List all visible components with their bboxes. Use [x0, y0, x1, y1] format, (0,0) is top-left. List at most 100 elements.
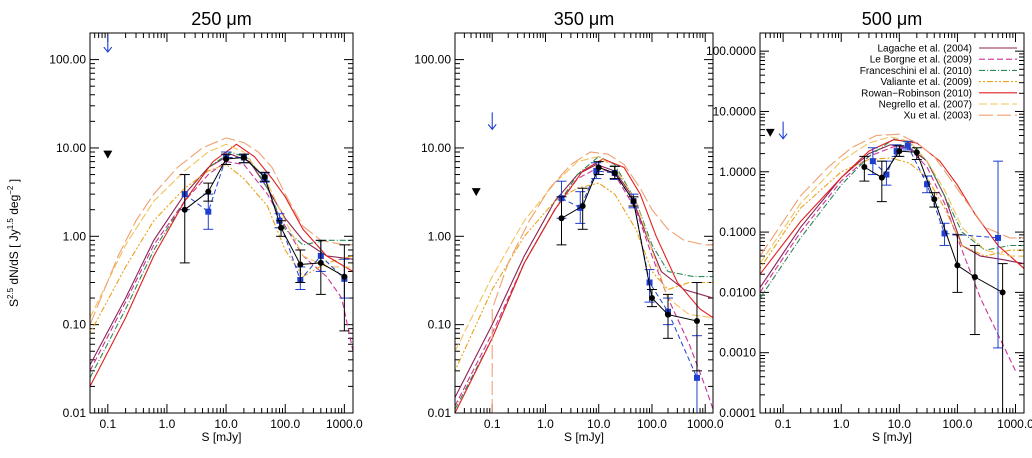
model-curve-rowan — [90, 143, 353, 387]
data-point-square — [924, 181, 931, 188]
data-point-circle — [558, 215, 565, 222]
data-point-circle — [954, 262, 961, 269]
data-point-circle — [317, 259, 324, 266]
y-tick-label: 100.00 — [49, 53, 86, 67]
y-tick-label: 1.0000 — [719, 165, 756, 179]
model-curve-xu — [760, 133, 1024, 257]
x-tick-label: 1.0 — [159, 417, 176, 431]
panel-title: 500 μm — [862, 9, 922, 29]
data-point-circle — [693, 317, 700, 324]
upper-limit-arrow — [103, 35, 113, 53]
x-tick-label: 0.1 — [99, 417, 116, 431]
x-tick-label: 1000.0 — [997, 417, 1032, 431]
data-line-data_blue — [184, 157, 345, 281]
data-point-circle — [595, 164, 602, 171]
x-tick-label: 100.0 — [942, 417, 972, 431]
x-tick-label: 1000.0 — [326, 417, 363, 431]
data-point-circle — [931, 196, 938, 203]
model-curve-rowan — [760, 139, 1024, 275]
legend-label: Xu et al. (2003) — [904, 111, 972, 122]
data-point-square — [205, 208, 212, 215]
data-point-circle — [261, 173, 268, 180]
x-tick-label: 100.0 — [637, 417, 667, 431]
model-curve-franceschini — [760, 138, 1024, 299]
upper-limit-arrow — [778, 121, 788, 140]
y-tick-label: 0.1000 — [719, 225, 756, 239]
model-curve-xu — [90, 137, 353, 325]
x-tick-label: 1000.0 — [687, 417, 724, 431]
data-point-square — [995, 234, 1002, 241]
data-line-data_blue — [561, 170, 698, 379]
data-point-square — [593, 167, 600, 174]
y-axis-label: S2.5 dN/dS [ Jy1.5 deg−2 ] — [6, 179, 21, 307]
triangle-marker — [471, 188, 481, 197]
model-curve-lagache — [760, 144, 1024, 288]
x-tick-label: 0.1 — [484, 417, 501, 431]
model-curve-valiante — [455, 182, 713, 372]
x-tick-label: 100.0 — [270, 417, 300, 431]
data-point-circle — [205, 188, 212, 195]
data-point-circle — [278, 224, 285, 231]
y-tick-label: 0.10 — [428, 318, 452, 332]
data-point-circle — [999, 289, 1006, 296]
model-curve-lagache — [455, 163, 713, 398]
data-point-square — [883, 171, 890, 178]
model-curve-lagache — [90, 153, 353, 366]
y-tick-label: 100.0000 — [706, 44, 756, 58]
data-point-circle — [664, 311, 671, 318]
data-point-circle — [181, 206, 188, 213]
y-tick-label: 0.01 — [428, 406, 452, 420]
plot-area — [90, 35, 353, 387]
y-tick-label: 0.10 — [63, 318, 87, 332]
x-tick-label: 1.0 — [537, 417, 554, 431]
data-point-circle — [223, 155, 230, 162]
model-curve-franceschini — [455, 155, 713, 410]
x-tick-label: 1.0 — [833, 417, 850, 431]
model-curve-negrello — [90, 143, 353, 318]
x-axis-label: S [mJy] — [872, 430, 912, 444]
x-tick-label: 10.0 — [214, 417, 238, 431]
legend-label: Negrello et al. (2007) — [879, 100, 972, 111]
legend-label: Rowan−Robinson (2010) — [861, 88, 972, 99]
legend-label: Lagache et al. (2004) — [877, 44, 972, 55]
model-curve-leborgne — [90, 161, 353, 372]
data-line-data_blue — [872, 145, 999, 239]
data-point-circle — [611, 170, 618, 177]
data-line-data_black — [561, 166, 698, 322]
model-curve-valiante — [760, 157, 1024, 269]
upper-limit-arrow — [487, 112, 497, 131]
data-point-circle — [648, 295, 655, 302]
data-point-square — [869, 158, 876, 165]
panel-250um: 250 μm 0.1 1.0 10.0 100.0 1000.0 0.01 0.10 1.00 1… — [49, 9, 363, 444]
panel-title: 350 μm — [554, 9, 614, 29]
y-tick-label: 1.00 — [63, 229, 87, 243]
legend-label: Le Borgne et al. (2009) — [870, 55, 972, 66]
panel-title: 250 μm — [191, 9, 251, 29]
model-curve-valiante — [90, 163, 353, 334]
data-point-circle — [579, 203, 586, 210]
y-tick-label: 0.0001 — [719, 406, 756, 420]
legend-label: Franceschini el al. (2010) — [860, 66, 972, 77]
triangle-marker — [103, 150, 113, 159]
y-tick-label: 10.00 — [56, 141, 86, 155]
plot-area — [760, 121, 1024, 413]
data-point-circle — [878, 174, 885, 181]
plot-area — [455, 112, 713, 413]
data-point-square — [941, 230, 948, 237]
data-point-circle — [896, 148, 903, 155]
data-point-circle — [913, 149, 920, 156]
ylabel-exp1: 2.5 — [6, 287, 15, 299]
model-curve-rowan — [455, 158, 713, 413]
data-point-circle — [297, 261, 304, 268]
data-line-data_black — [864, 150, 1003, 293]
model-curve-negrello — [455, 155, 713, 352]
data-point-circle — [341, 273, 348, 280]
y-tick-label: 0.0010 — [719, 346, 756, 360]
x-axis-label: S [mJy] — [564, 430, 604, 444]
data-point-circle — [861, 163, 868, 170]
plot-frame — [759, 32, 1025, 414]
data-point-square — [693, 374, 700, 381]
x-axis-label: S [mJy] — [201, 430, 241, 444]
x-tick-label: 10.0 — [587, 417, 611, 431]
